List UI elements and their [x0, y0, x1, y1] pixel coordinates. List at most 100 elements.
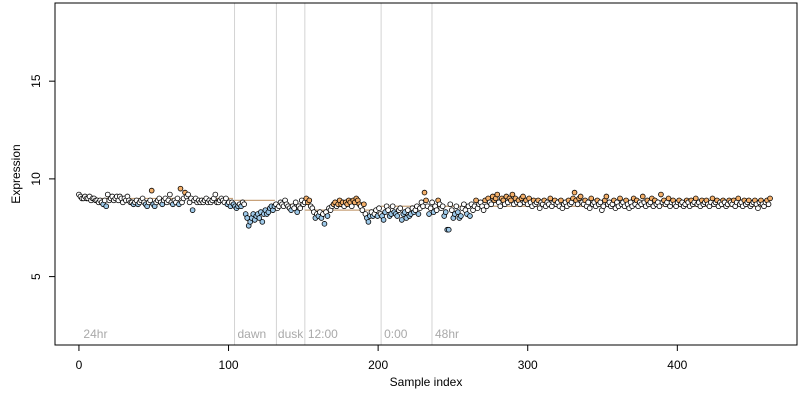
data-point	[735, 195, 742, 202]
data-point	[709, 195, 716, 202]
annotation-label: 24hr	[83, 327, 107, 341]
data-point	[147, 197, 153, 204]
data-point	[439, 203, 446, 210]
data-point	[746, 197, 752, 204]
y-tick-label: 5	[29, 273, 43, 280]
data-point	[445, 226, 452, 233]
data-point	[101, 197, 108, 204]
data-point	[324, 213, 331, 219]
data-point	[291, 205, 297, 212]
data-point	[767, 195, 773, 202]
data-point	[385, 207, 391, 213]
data-point	[597, 199, 604, 206]
data-point	[389, 203, 396, 210]
data-point	[415, 211, 422, 217]
data-point	[442, 209, 449, 215]
data-point	[473, 197, 479, 204]
data-point	[103, 203, 110, 210]
data-point	[755, 205, 761, 212]
y-tick-label: 15	[29, 74, 43, 88]
data-point	[426, 211, 432, 217]
data-point	[256, 215, 263, 221]
data-point	[306, 197, 313, 204]
data-point	[297, 205, 304, 212]
data-point	[448, 207, 455, 213]
data-point	[461, 201, 467, 208]
annotation-label: 48hr	[435, 327, 459, 341]
plot-frame	[54, 2, 798, 346]
data-point	[588, 195, 595, 202]
data-point	[600, 203, 607, 210]
data-point	[292, 199, 299, 206]
data-point	[508, 197, 514, 204]
data-point	[361, 201, 367, 208]
data-point	[447, 201, 454, 208]
data-point	[617, 195, 623, 202]
data-point	[348, 203, 355, 210]
data-point	[558, 197, 564, 204]
annotation-label: dusk	[278, 327, 304, 341]
data-point	[536, 205, 543, 212]
data-point	[586, 205, 593, 212]
data-point	[212, 191, 219, 198]
data-point	[577, 193, 584, 200]
data-point	[455, 209, 461, 215]
data-point	[167, 191, 173, 198]
data-point	[429, 199, 435, 206]
data-point	[656, 203, 663, 210]
y-axis-title: Expression	[9, 144, 23, 203]
x-axis: 0 100 200 300 400	[76, 345, 688, 372]
data-point	[453, 203, 460, 210]
annotation-label: 0:00	[384, 327, 408, 341]
data-point	[223, 195, 229, 202]
data-point	[321, 221, 328, 227]
data-point	[189, 207, 196, 213]
data-point	[259, 219, 266, 225]
y-axis: 5 10 15	[29, 74, 55, 280]
data-point	[467, 213, 473, 219]
x-tick-label: 300	[518, 358, 538, 372]
data-point	[185, 191, 191, 198]
data-point	[497, 203, 504, 210]
x-tick-label: 400	[667, 358, 687, 372]
data-point	[574, 201, 581, 208]
data-point	[398, 217, 405, 223]
x-tick-label: 200	[368, 358, 388, 372]
data-point	[494, 191, 501, 198]
y-tick-label: 10	[29, 172, 43, 186]
data-point	[480, 207, 487, 213]
data-point	[380, 217, 387, 223]
data-point	[765, 201, 772, 208]
data-points	[76, 185, 773, 233]
data-point	[421, 189, 428, 196]
data-point	[603, 193, 610, 200]
data-point	[177, 185, 184, 192]
data-point	[420, 203, 426, 210]
data-point	[585, 199, 591, 206]
annotation-labels: 24hr dawn dusk 12:00 0:00 48hr	[83, 327, 459, 341]
data-point	[488, 201, 494, 208]
data-point	[458, 213, 464, 219]
data-point	[517, 201, 523, 208]
data-point	[427, 205, 434, 212]
data-point	[397, 205, 404, 212]
data-point	[665, 195, 672, 202]
x-axis-title: Sample index	[390, 375, 463, 389]
annotation-label: dawn	[238, 327, 267, 341]
data-point	[639, 193, 646, 200]
data-point	[547, 195, 554, 202]
data-point	[693, 195, 699, 202]
data-point	[174, 195, 181, 202]
data-point	[520, 193, 526, 200]
x-tick-label: 0	[76, 358, 83, 372]
data-point	[483, 203, 490, 210]
data-point	[104, 191, 111, 198]
data-point	[423, 197, 429, 204]
data-point	[658, 191, 664, 198]
data-point	[294, 209, 300, 215]
data-point	[359, 207, 366, 213]
data-point	[365, 219, 372, 225]
data-point	[394, 213, 401, 219]
data-point	[148, 187, 155, 194]
